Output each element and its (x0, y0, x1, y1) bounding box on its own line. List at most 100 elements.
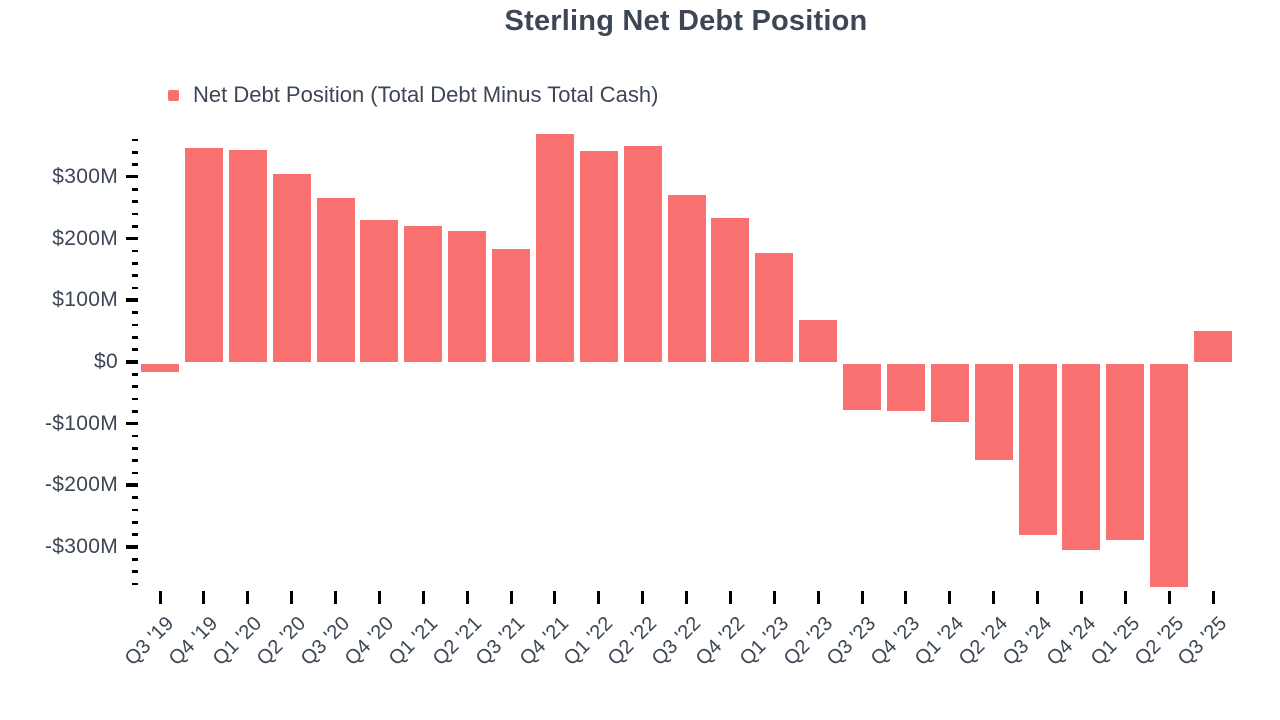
y-axis-minor-tick (131, 447, 138, 450)
x-axis-tick (202, 591, 206, 604)
y-axis-major-tick (126, 545, 138, 549)
legend-item[interactable]: Net Debt Position (Total Debt Minus Tota… (168, 82, 658, 108)
y-axis-minor-tick (131, 348, 138, 351)
bar[interactable] (141, 364, 179, 373)
bar[interactable] (1018, 364, 1057, 535)
x-axis-tick-label: Q3 '22 (647, 612, 706, 670)
x-axis-tick-label: Q4 '24 (1042, 612, 1101, 670)
x-axis-tick-label: Q4 '22 (691, 612, 750, 670)
x-axis-tick (1211, 591, 1215, 604)
y-axis-minor-tick (131, 188, 138, 191)
y-axis-tick-label: $200M (52, 226, 118, 250)
legend-label: Net Debt Position (Total Debt Minus Tota… (193, 82, 659, 107)
x-axis-tick-label: Q2 '25 (1130, 612, 1188, 670)
x-axis-tick (158, 591, 162, 604)
y-axis-minor-tick (131, 212, 138, 216)
y-axis-minor-tick (131, 163, 138, 166)
y-axis-tick-label: $300M (52, 164, 118, 188)
y-axis-minor-tick (131, 138, 138, 142)
x-axis-tick (334, 591, 337, 604)
y-axis-tick-label: $0 (94, 350, 118, 373)
x-axis-tick (377, 591, 381, 604)
x-axis-tick-label: Q1 '23 (735, 612, 794, 670)
x-axis-tick-label: Q1 '25 (1086, 612, 1145, 670)
bar[interactable] (843, 364, 881, 411)
bar[interactable] (316, 197, 355, 362)
x-axis-tick (641, 591, 645, 604)
x-axis-tick-label: Q2 '24 (954, 612, 1013, 670)
y-axis-minor-tick (131, 570, 138, 573)
bar[interactable] (1106, 364, 1145, 540)
y-axis-minor-tick (131, 323, 138, 327)
x-axis-tick-label: Q3 '24 (998, 612, 1057, 670)
y-axis-minor-tick (131, 200, 138, 203)
y-axis-minor-tick (131, 397, 138, 401)
y-axis-minor-tick (131, 434, 138, 438)
x-axis-tick-label: Q1 '24 (910, 612, 969, 670)
y-axis-major-tick (126, 360, 138, 364)
x-axis-tick (1167, 591, 1171, 604)
x-axis-tick (597, 591, 601, 604)
y-axis-minor-tick (131, 508, 138, 512)
x-axis-tick (509, 591, 513, 604)
y-axis-minor-tick (131, 410, 138, 413)
bar[interactable] (228, 150, 267, 362)
x-axis-tick (728, 591, 732, 604)
y-axis-major-tick (126, 421, 138, 426)
x-axis-tick (1036, 591, 1039, 604)
x-axis-tick-label: Q2 '21 (428, 612, 486, 670)
x-axis-tick (290, 591, 294, 604)
y-axis-minor-tick (131, 373, 138, 376)
y-axis-tick-label: $100M (52, 288, 118, 312)
x-axis-tick (948, 591, 952, 604)
bar[interactable] (755, 253, 794, 362)
y-axis-minor-tick (131, 274, 138, 277)
bar[interactable] (360, 220, 399, 362)
x-axis-tick-label: Q4 '21 (516, 612, 574, 670)
bar[interactable] (448, 231, 487, 362)
y-axis-minor-tick (131, 582, 138, 586)
bar[interactable] (272, 173, 311, 362)
y-axis-minor-tick (131, 496, 138, 499)
y-axis-minor-tick (131, 471, 138, 475)
bar[interactable] (1150, 364, 1189, 588)
x-axis-tick-label: Q2 '20 (252, 612, 311, 670)
x-axis-tick-label: Q1 '21 (384, 612, 443, 670)
x-axis-tick-label: Q4 '19 (165, 612, 223, 670)
legend-swatch-icon (168, 89, 179, 101)
y-axis-minor-tick (131, 249, 138, 253)
x-axis-tick (246, 591, 250, 604)
x-axis-tick (992, 591, 996, 604)
y-axis-minor-tick (131, 533, 138, 536)
bar[interactable] (799, 320, 838, 362)
bar[interactable] (535, 133, 574, 362)
y-axis-tick-label: -$100M (44, 411, 118, 435)
bar[interactable] (404, 226, 443, 362)
y-axis-major-tick (126, 298, 138, 302)
bar[interactable] (886, 364, 925, 411)
x-axis-tick-label: Q4 '23 (867, 612, 925, 670)
bar[interactable] (667, 195, 706, 362)
bar[interactable] (623, 146, 662, 362)
x-axis-tick (553, 591, 557, 604)
bar[interactable] (579, 151, 618, 362)
x-axis-tick (1123, 591, 1127, 604)
x-axis-tick (860, 591, 864, 604)
x-axis-tick-label: Q1 '22 (559, 612, 618, 670)
x-axis-tick (772, 591, 776, 604)
bar[interactable] (974, 364, 1013, 461)
x-axis-tick (685, 591, 688, 604)
bar[interactable] (711, 218, 750, 362)
bar[interactable] (1194, 330, 1232, 362)
bar[interactable] (492, 249, 530, 362)
x-axis-tick (816, 591, 820, 604)
bar[interactable] (1062, 364, 1101, 550)
x-axis-tick (465, 591, 469, 604)
y-axis-major-tick (126, 174, 138, 179)
x-axis-tick-label: Q3 '21 (472, 612, 530, 670)
y-axis-minor-tick (131, 225, 138, 228)
bar[interactable] (184, 148, 223, 362)
x-axis-tick-label: Q3 '20 (296, 612, 355, 670)
bar[interactable] (930, 364, 969, 422)
